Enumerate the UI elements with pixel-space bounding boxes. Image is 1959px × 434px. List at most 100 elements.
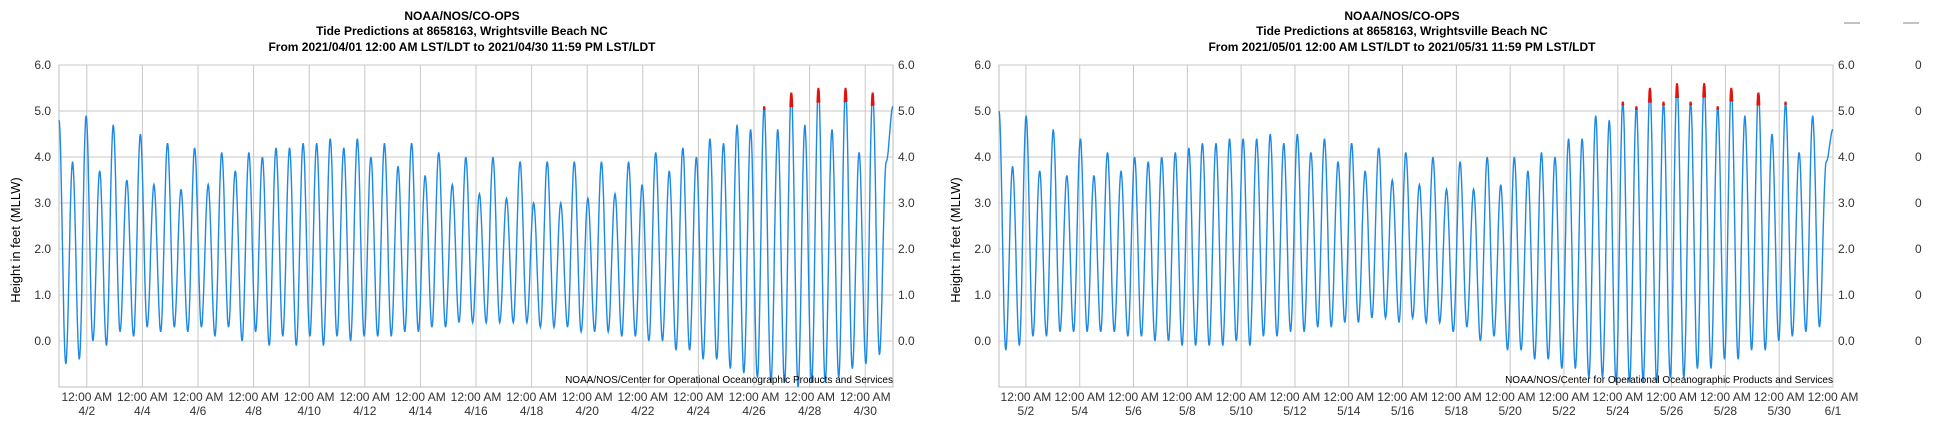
- y-tick-label-right: 1.0: [898, 288, 915, 302]
- high-water-highlight: [1675, 83, 1679, 99]
- x-tick-label: 12:00 AM: [1162, 390, 1213, 404]
- y-tick-label-right: 5.0: [898, 104, 915, 118]
- y-tick-label-right: 0.0: [1838, 334, 1855, 348]
- y-tick-label: 4.0: [974, 150, 991, 164]
- x-tick-label: 12:00 AM: [617, 390, 668, 404]
- y-tick-label-right: 4.0: [1838, 150, 1855, 164]
- x-tick-sublabel: 4/18: [520, 404, 544, 418]
- high-water-highlight: [1621, 101, 1625, 106]
- high-water-highlight: [1716, 106, 1720, 110]
- chart-title-line-1: NOAA/NOS/CO-OPS: [404, 9, 519, 23]
- high-water-highlight: [816, 87, 821, 103]
- y-ticks-right: 6.0 5.0 4.0 3.0 2.0 1.0 0.0: [1838, 58, 1855, 348]
- x-tick-sublabel: 4/12: [353, 404, 377, 418]
- clip-mask: [1891, 50, 1915, 350]
- x-tick-label: 12:00 AM: [506, 390, 557, 404]
- y-ticks-left: 6.0 5.0 4.0 3.0 2.0 1.0 0.0: [974, 58, 991, 348]
- x-tick-sublabel: 5/4: [1071, 404, 1088, 418]
- x-tick-sublabel: 4/22: [631, 404, 655, 418]
- y-tick-label-right: 6.0: [898, 58, 915, 72]
- y-tick-label-right: 2.0: [1838, 242, 1855, 256]
- y-tick-label-right: 1.0: [1838, 288, 1855, 302]
- x-tick-sublabel: 5/6: [1125, 404, 1142, 418]
- x-tick-label: 12:00 AM: [1323, 390, 1374, 404]
- x-tick-label: 12:00 AM: [1646, 390, 1697, 404]
- high-water-highlight: [789, 92, 794, 108]
- x-tick-sublabel: 5/12: [1283, 404, 1307, 418]
- x-tick-label: 12:00 AM: [1270, 390, 1321, 404]
- chart-title-line-2: Tide Predictions at 8658163, Wrightsvill…: [316, 24, 608, 38]
- x-tick-label: 12:00 AM: [1001, 390, 1052, 404]
- x-tick-label: 12:00 AM: [1216, 390, 1267, 404]
- y-tick-label: 1.0: [974, 288, 991, 302]
- chart-title-line-3: From 2021/05/01 12:00 AM LST/LDT to 2021…: [1208, 40, 1596, 54]
- y-tick-label-right: 4.0: [898, 150, 915, 164]
- y-tick-label-right: 2.0: [898, 242, 915, 256]
- high-water-highlight: [1784, 101, 1787, 105]
- x-tick-sublabel: 5/10: [1229, 404, 1253, 418]
- tide-chart-may: NOAA/NOS/CO-OPS Tide Predictions at 8658…: [948, 9, 1922, 418]
- y-ticks-right: 6.0 5.0 4.0 3.0 2.0 1.0 0.0: [898, 58, 915, 348]
- x-tick-label: 12:00 AM: [228, 390, 279, 404]
- y-tick-label: 2.0: [974, 242, 991, 256]
- high-water-highlight: [870, 92, 875, 107]
- y-ticks-left: 6.0 5.0 4.0 3.0 2.0 1.0 0.0: [34, 58, 51, 348]
- y-tick-label: 0.0: [974, 334, 991, 348]
- high-water-highlight: [1756, 92, 1761, 106]
- x-tick-label: 12:00 AM: [1808, 390, 1859, 404]
- tide-series-line: [998, 83, 1834, 383]
- x-tick-sublabel: 5/28: [1714, 404, 1738, 418]
- x-tick-label: 12:00 AM: [61, 390, 112, 404]
- x-tick-sublabel: 4/28: [798, 404, 822, 418]
- y-axis-label: Height in feet (MLLW): [948, 177, 963, 302]
- high-water-highlight: [1662, 101, 1665, 106]
- y-tick-label: 1.0: [34, 288, 51, 302]
- high-water-highlight: [762, 106, 766, 111]
- y-tick-label: 5.0: [34, 104, 51, 118]
- x-tick-sublabel: 5/24: [1606, 404, 1630, 418]
- x-tick-label: 12:00 AM: [1700, 390, 1751, 404]
- high-water-highlight: [1689, 101, 1693, 106]
- x-ticks: 12:00 AM4/212:00 AM4/412:00 AM4/612:00 A…: [61, 390, 890, 418]
- x-ticks: 12:00 AM5/212:00 AM5/412:00 AM5/612:00 A…: [1001, 390, 1859, 418]
- x-tick-label: 12:00 AM: [562, 390, 613, 404]
- y-tick-label-right: 5.0: [1838, 104, 1855, 118]
- x-tick-sublabel: 5/26: [1660, 404, 1684, 418]
- x-tick-sublabel: 5/14: [1337, 404, 1361, 418]
- x-tick-sublabel: 4/14: [409, 404, 433, 418]
- y-tick-label-right: 0.0: [898, 334, 915, 348]
- x-tick-label: 12:00 AM: [784, 390, 835, 404]
- x-tick-sublabel: 4/30: [854, 404, 878, 418]
- y-ticks-clipped: 5.05.04.03.02.01.00.0: [1891, 50, 1922, 350]
- x-tick-sublabel: 4/4: [134, 404, 151, 418]
- x-tick-sublabel: 4/2: [78, 404, 95, 418]
- x-tick-label: 12:00 AM: [729, 390, 780, 404]
- y-tick-label: 4.0: [34, 150, 51, 164]
- y-tick-label: 6.0: [974, 58, 991, 72]
- tide-series-line: [58, 87, 894, 388]
- x-tick-sublabel: 5/22: [1552, 404, 1576, 418]
- chart-title-line-2: Tide Predictions at 8658163, Wrightsvill…: [1256, 24, 1548, 38]
- x-tick-sublabel: 5/16: [1391, 404, 1415, 418]
- x-tick-sublabel: 5/18: [1445, 404, 1469, 418]
- y-tick-label: 3.0: [974, 196, 991, 210]
- credit-text: NOAA/NOS/Center for Operational Oceanogr…: [565, 375, 893, 386]
- x-tick-sublabel: 5/8: [1179, 404, 1196, 418]
- x-tick-label: 12:00 AM: [117, 390, 168, 404]
- x-tick-sublabel: 5/30: [1768, 404, 1792, 418]
- x-tick-label: 12:00 AM: [1539, 390, 1590, 404]
- x-tick-label: 12:00 AM: [840, 390, 891, 404]
- chart-title-line-3: From 2021/04/01 12:00 AM LST/LDT to 2021…: [268, 40, 656, 54]
- x-tick-label: 12:00 AM: [673, 390, 724, 404]
- x-tick-sublabel: 4/26: [742, 404, 766, 418]
- x-tick-label: 12:00 AM: [395, 390, 446, 404]
- x-tick-label: 12:00 AM: [339, 390, 390, 404]
- x-tick-label: 12:00 AM: [1485, 390, 1536, 404]
- tide-chart-april: NOAA/NOS/CO-OPS Tide Predictions at 8658…: [8, 9, 915, 418]
- y-tick-label-right: 3.0: [1838, 196, 1855, 210]
- high-water-highlight: [843, 87, 848, 103]
- y-axis-label: Height in feet (MLLW): [8, 177, 23, 302]
- chart-title-line-1: NOAA/NOS/CO-OPS: [1344, 9, 1459, 23]
- plot-area: [58, 87, 894, 388]
- y-tick-label-right: 6.0: [1838, 58, 1855, 72]
